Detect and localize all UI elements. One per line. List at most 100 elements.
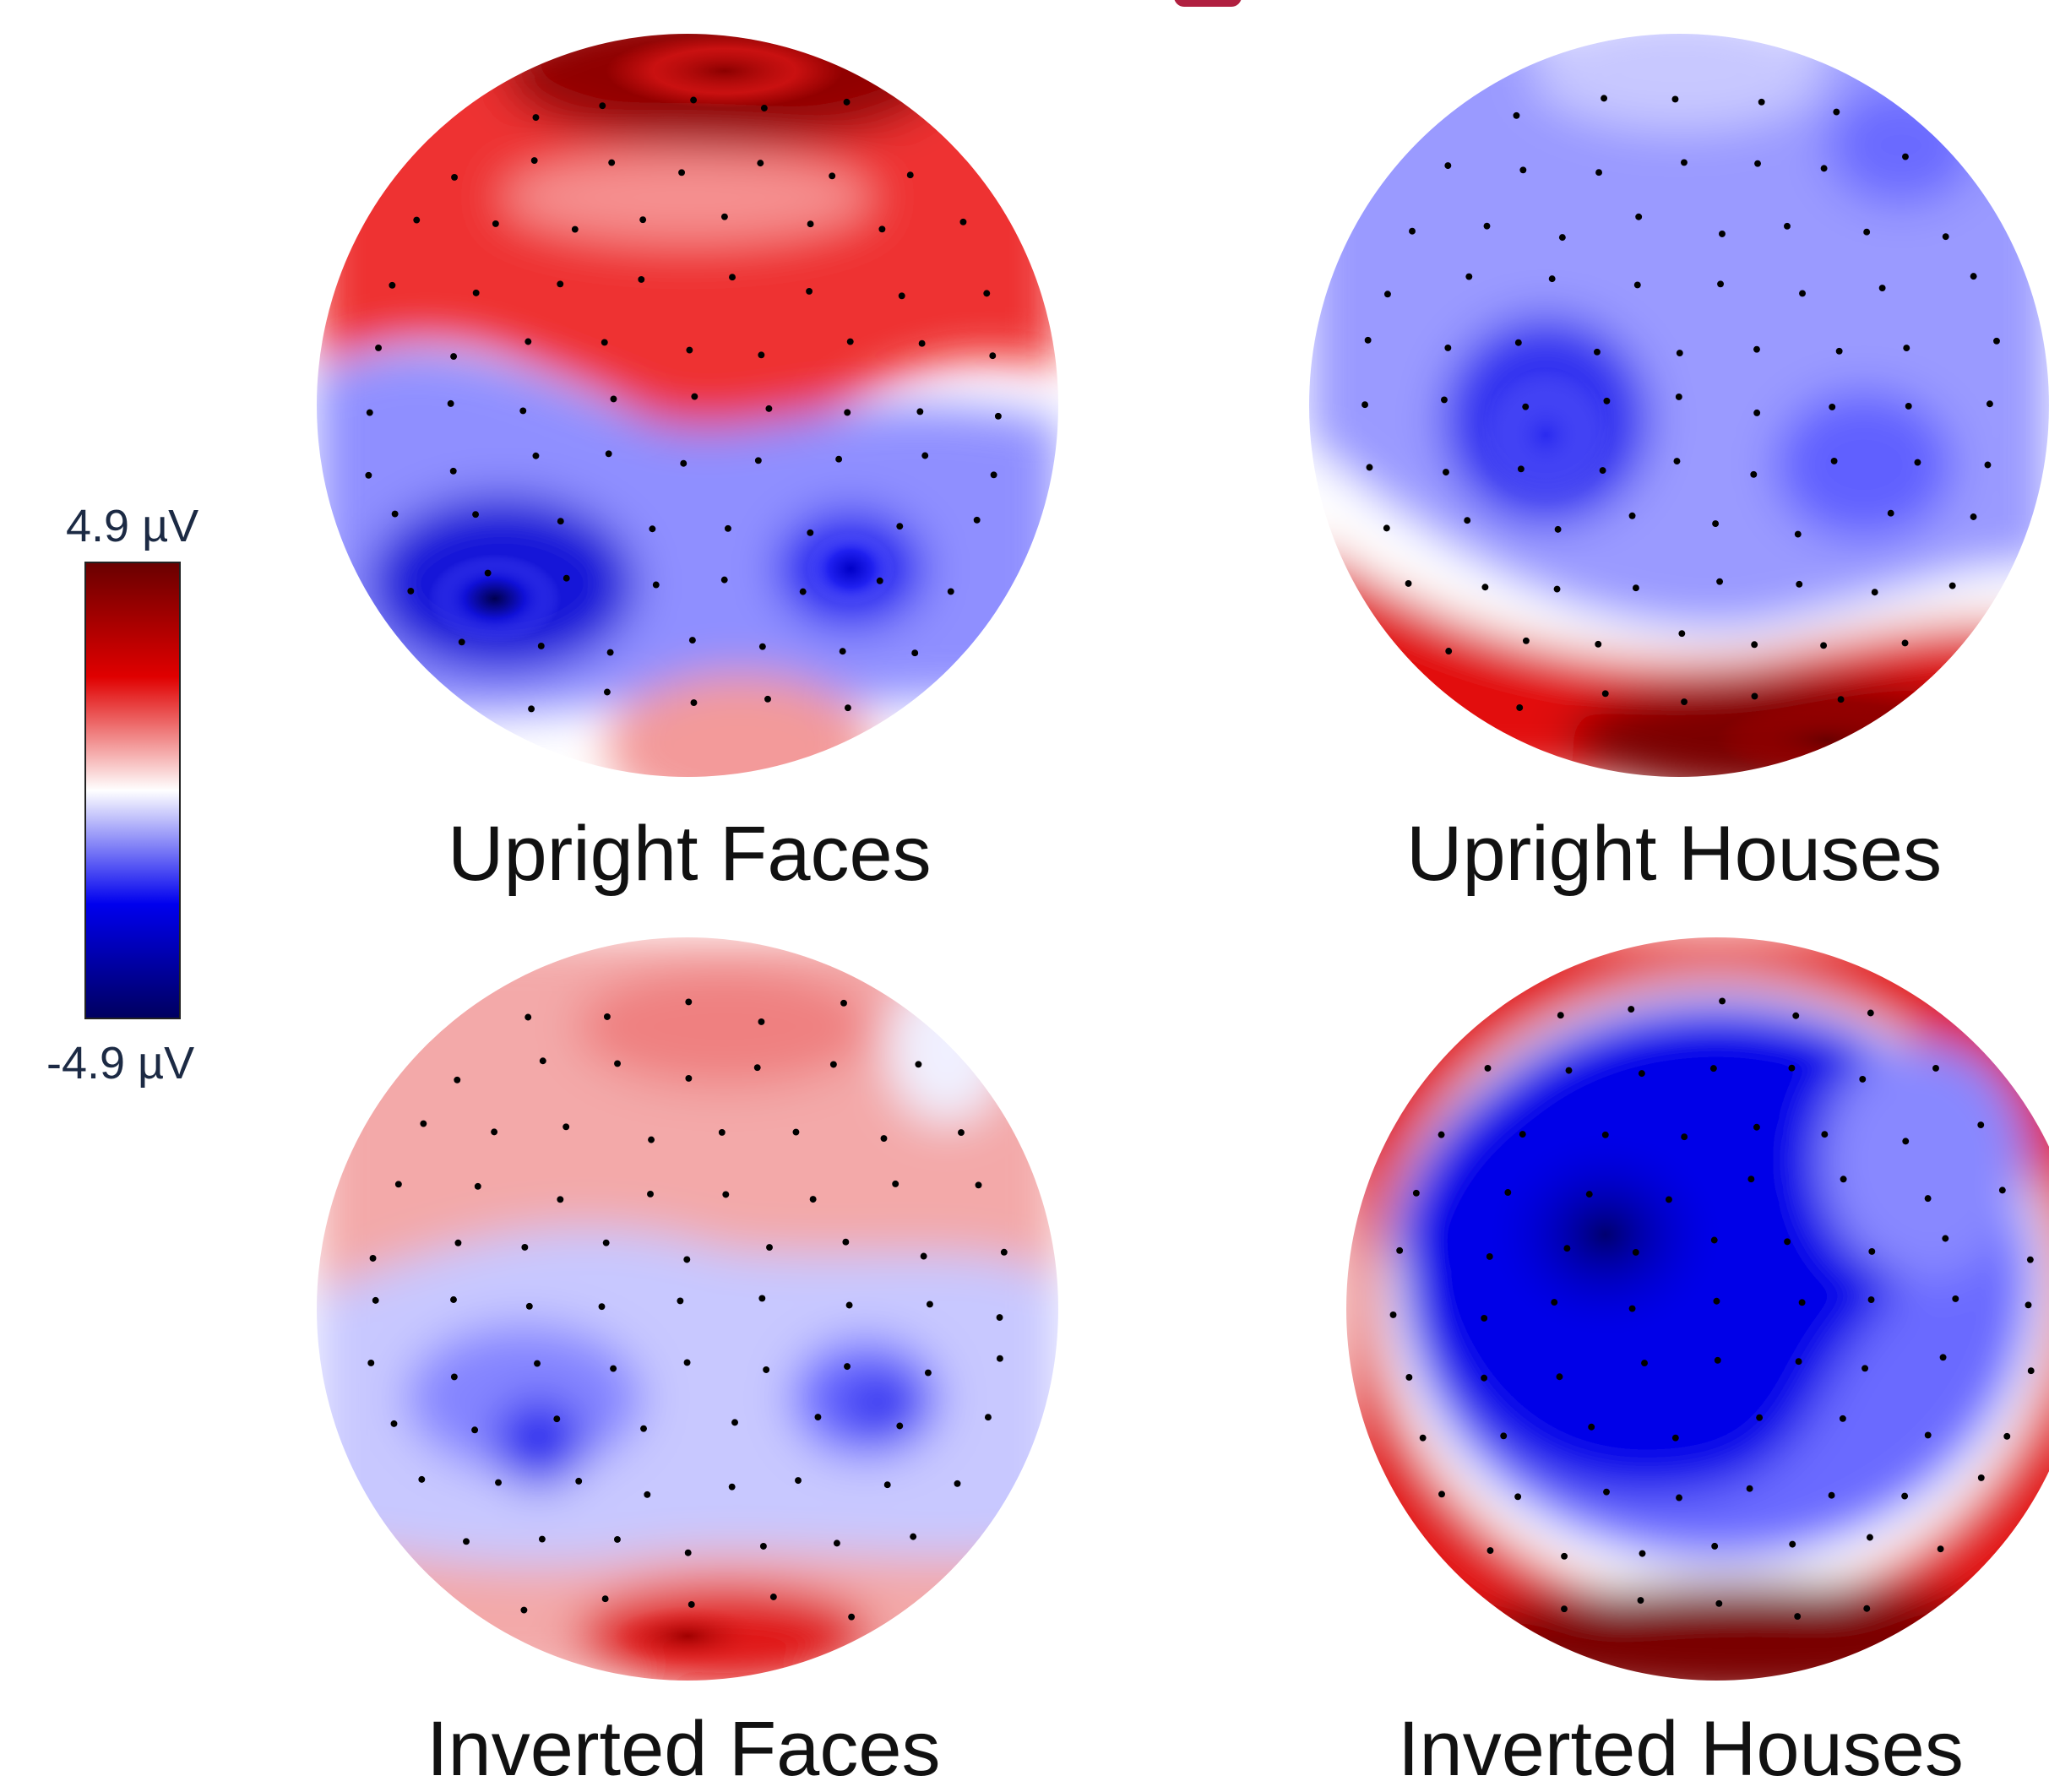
electrode-dot xyxy=(1599,467,1606,475)
electrode-dot xyxy=(1384,291,1391,298)
electrode-dot xyxy=(389,281,396,289)
electrode-dot xyxy=(690,699,698,707)
electrode-dot xyxy=(1444,162,1452,170)
electrode-dot xyxy=(524,338,532,345)
electrode-dot xyxy=(451,173,458,181)
colorbar-max-label: 4.9 µV xyxy=(66,501,199,551)
electrode-dot xyxy=(1517,465,1525,473)
electrode-dot xyxy=(1914,459,1921,466)
electrode-dot xyxy=(538,1535,546,1543)
electrode-dot xyxy=(1829,403,1836,410)
topomap-upright-houses xyxy=(1309,34,2049,777)
electrode-dot xyxy=(1863,228,1871,236)
electrode-dot xyxy=(758,1018,765,1025)
electrode-dot xyxy=(1993,337,2000,345)
electrode-dot xyxy=(447,399,454,407)
electrode-dot xyxy=(2027,1367,2035,1375)
electrode-dot xyxy=(1887,509,1894,517)
electrode-dot xyxy=(557,280,564,288)
electrode-dot xyxy=(407,587,415,595)
electrode-dot xyxy=(758,1295,766,1302)
electrode-dot xyxy=(639,216,647,224)
electrode-dot xyxy=(528,705,535,713)
electrode-dot xyxy=(807,529,814,536)
electrode-dot xyxy=(1937,1545,1944,1553)
electrode-dot xyxy=(996,1355,1003,1362)
electrode-dot xyxy=(1942,233,1949,241)
electrode-dot xyxy=(1798,1299,1806,1306)
electrode-dot xyxy=(718,1128,726,1136)
electrode-dot xyxy=(846,338,854,345)
electrode-dot xyxy=(1754,160,1761,167)
electrode-dot xyxy=(1902,1138,1910,1145)
electrode-dot xyxy=(375,345,383,351)
electrode-dot xyxy=(1835,347,1843,355)
electrode-dot xyxy=(601,339,608,346)
electrode-dot xyxy=(1746,1485,1753,1492)
electrode-dot xyxy=(829,1061,837,1068)
topomap-inverted-houses xyxy=(1346,937,2049,1681)
electrode-dot xyxy=(724,524,731,532)
electrode-dot xyxy=(1833,108,1840,116)
electrode-dot xyxy=(1868,1248,1876,1255)
electrode-dot xyxy=(1750,470,1758,478)
electrode-dot xyxy=(1751,641,1758,649)
electrode-dot xyxy=(839,648,846,655)
electrode-dot xyxy=(1753,409,1761,416)
electrode-dot xyxy=(1561,1552,1568,1560)
electrode-dot xyxy=(1794,1613,1802,1621)
electrode-dot xyxy=(1405,1374,1413,1381)
electrode-dot xyxy=(418,1475,426,1483)
electrode-dot xyxy=(1465,273,1473,280)
electrode-dot xyxy=(1932,1065,1939,1072)
caption-inverted-houses: Inverted Houses xyxy=(1398,1706,1964,1792)
electrode-dot xyxy=(553,1415,561,1423)
electrode-dot xyxy=(1444,345,1452,351)
caption-upright-faces: Upright Faces xyxy=(448,811,932,897)
electrode-dot xyxy=(1563,1245,1571,1252)
electrode-dot xyxy=(648,1136,655,1143)
electrode-dot xyxy=(753,1064,761,1072)
electrode-dot xyxy=(472,511,480,519)
electrode-dot xyxy=(571,225,579,233)
electrode-dot xyxy=(454,1239,462,1246)
electrode-dot xyxy=(1481,1314,1488,1322)
electrode-dot xyxy=(1859,1075,1867,1083)
electrode-dot xyxy=(1796,580,1803,588)
electrode-dot xyxy=(766,1244,773,1252)
electrode-dot xyxy=(1839,1415,1846,1422)
electrode-dot xyxy=(471,1426,479,1434)
electrode-dot xyxy=(608,159,616,166)
electrode-dot xyxy=(758,643,766,650)
electrode-dot xyxy=(1366,464,1373,471)
electrode-dot xyxy=(1867,1296,1875,1304)
electrode-dot xyxy=(369,1255,377,1262)
electrode-dot xyxy=(833,1539,840,1547)
electrode-dot xyxy=(1861,1365,1869,1372)
electrode-dot xyxy=(1753,345,1760,353)
electrode-dot xyxy=(638,275,645,283)
electrode-dot xyxy=(1409,227,1416,235)
electrode-dot xyxy=(1601,690,1609,698)
electrode-dot xyxy=(1419,1434,1427,1442)
electrode-dot xyxy=(1820,165,1828,172)
electrode-dot xyxy=(876,577,883,584)
electrode-dot xyxy=(975,1181,982,1189)
electrode-dot xyxy=(1878,285,1886,292)
electrode-dot xyxy=(685,998,693,1006)
electrode-dot xyxy=(1830,457,1838,464)
electrode-dot xyxy=(685,1074,693,1082)
electrode-dot xyxy=(474,1182,481,1190)
electrode-dot xyxy=(1551,1299,1558,1306)
electrode-dot xyxy=(1633,281,1641,289)
electrode-dot xyxy=(1635,213,1643,220)
topomap-upright-faces xyxy=(317,34,1058,777)
electrode-dot xyxy=(557,1196,564,1203)
electrode-dot xyxy=(2025,1301,2032,1309)
electrode-dot xyxy=(1715,1599,1723,1607)
electrode-dot xyxy=(1548,275,1556,283)
electrode-dot xyxy=(1837,696,1845,703)
electrode-dot xyxy=(524,1013,532,1021)
electrode-dot xyxy=(878,225,886,233)
electrode-dot xyxy=(367,1360,375,1366)
